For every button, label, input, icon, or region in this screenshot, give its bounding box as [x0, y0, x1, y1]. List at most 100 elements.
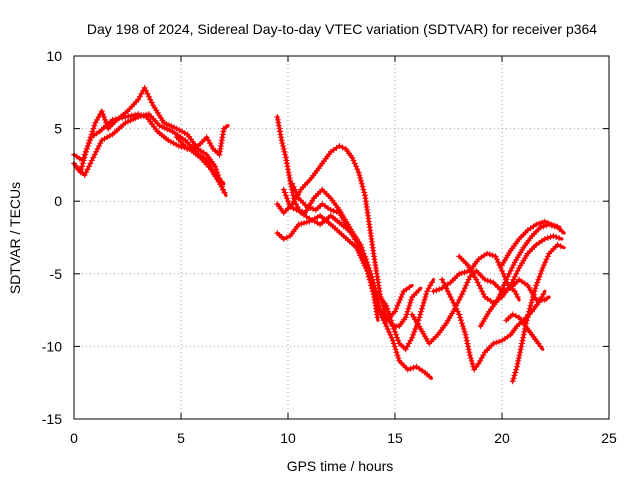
y-tick-label: 0: [54, 193, 62, 209]
data-point: [221, 189, 228, 196]
data-point: [98, 137, 105, 144]
data-point: [362, 262, 369, 269]
data-point: [374, 314, 381, 321]
data-point: [304, 204, 311, 210]
data-point: [395, 337, 402, 344]
y-tick-label: 10: [46, 48, 62, 64]
data-point: [517, 349, 523, 356]
data-point: [500, 270, 507, 277]
markers-arc-13: [456, 233, 563, 306]
data-point: [181, 144, 188, 151]
data-point: [351, 160, 358, 167]
data-point: [274, 116, 281, 123]
data-point: [132, 111, 138, 118]
data-point: [497, 291, 504, 298]
data-point: [459, 291, 466, 298]
data-point: [290, 205, 297, 212]
data-point: [510, 276, 517, 283]
y-axis-label: SDTVAR / TECUs: [7, 182, 23, 294]
data-point: [96, 143, 102, 149]
data-point: [213, 166, 220, 173]
data-point: [392, 328, 398, 335]
data-point: [464, 340, 471, 347]
data-point: [299, 208, 306, 215]
data-point: [514, 363, 520, 370]
data-point: [464, 279, 471, 286]
data-point: [359, 253, 366, 260]
data-point: [469, 360, 476, 367]
data-point: [327, 206, 334, 213]
data-point: [166, 122, 172, 129]
data-point: [553, 223, 560, 230]
data-point: [369, 285, 375, 292]
data-point: [189, 144, 196, 151]
data-point: [358, 250, 365, 257]
data-point: [407, 299, 414, 306]
series-arc-14: [479, 222, 566, 328]
data-point: [276, 125, 283, 132]
data-point: [498, 288, 505, 295]
data-point: [544, 253, 551, 260]
data-point: [357, 175, 364, 181]
data-point: [509, 265, 515, 271]
data-point: [524, 317, 530, 324]
data-point: [428, 279, 435, 286]
data-point: [514, 267, 521, 274]
data-point: [386, 328, 392, 335]
data-point: [512, 312, 519, 319]
data-point: [218, 183, 225, 190]
data-point: [212, 163, 219, 170]
data-point: [461, 328, 468, 335]
data-point: [444, 288, 451, 295]
data-point: [87, 137, 94, 144]
data-point: [187, 145, 194, 152]
data-point: [526, 308, 533, 315]
data-point: [456, 296, 463, 303]
data-point: [127, 117, 134, 124]
data-point: [389, 337, 396, 344]
data-point: [407, 365, 414, 372]
data-point: [519, 337, 526, 344]
data-point: [462, 331, 469, 338]
data-point: [365, 273, 372, 280]
data-point: [486, 251, 493, 258]
data-point: [518, 340, 525, 347]
data-point: [530, 294, 536, 300]
data-point: [411, 328, 418, 335]
data-point: [516, 352, 523, 359]
data-point: [99, 111, 106, 118]
data-point: [361, 189, 368, 196]
markers-arc-4: [173, 124, 229, 158]
data-point: [84, 143, 91, 149]
data-point: [394, 302, 401, 309]
data-point: [220, 186, 227, 193]
data-point: [104, 134, 111, 141]
data-point: [358, 180, 365, 187]
data-point: [459, 323, 466, 330]
data-point: [537, 343, 544, 350]
data-point: [493, 339, 500, 346]
data-point: [354, 166, 361, 173]
data-point: [398, 294, 405, 300]
markers-arc-14: [477, 221, 565, 330]
data-point: [545, 220, 551, 226]
data-point: [360, 186, 367, 193]
data-point: [387, 331, 394, 338]
data-point: [311, 215, 318, 222]
data-point: [423, 291, 430, 298]
data-point: [409, 334, 416, 341]
data-point: [513, 291, 520, 298]
data-point: [364, 267, 371, 274]
x-tick-label: 15: [387, 430, 403, 446]
data-point: [528, 299, 535, 306]
data-point: [282, 151, 289, 158]
data-point: [489, 252, 496, 259]
data-point: [84, 166, 91, 173]
markers-arc-9: [289, 180, 381, 321]
data-point: [148, 99, 155, 106]
data-point: [465, 343, 472, 350]
data-point: [548, 221, 555, 228]
data-point: [480, 291, 487, 298]
data-point: [499, 285, 506, 292]
data-point: [393, 305, 400, 312]
